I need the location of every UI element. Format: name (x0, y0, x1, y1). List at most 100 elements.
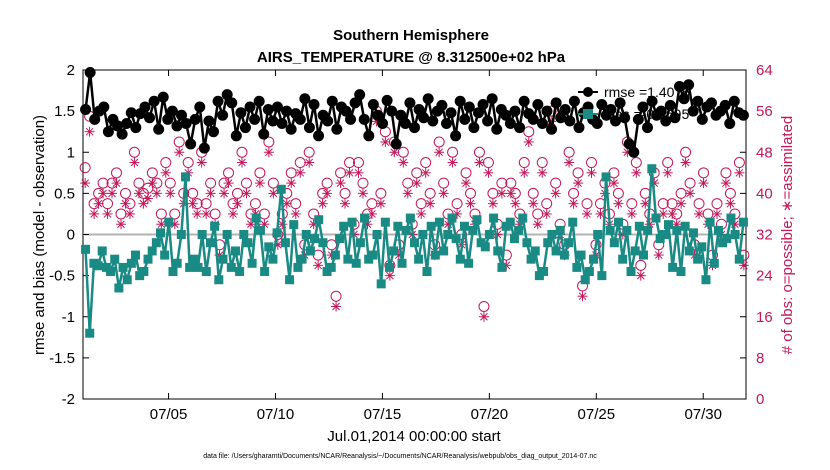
rmse-marker (619, 112, 631, 124)
bias-marker (335, 234, 345, 244)
assimilated-obs-marker (129, 157, 140, 168)
rmse-marker (399, 117, 411, 129)
bias-marker (81, 244, 91, 254)
assimilated-obs-marker (631, 167, 642, 178)
bias-marker (118, 262, 128, 272)
assimilated-obs-marker (357, 188, 368, 199)
bias-marker (251, 213, 261, 223)
rmse-marker (326, 95, 338, 107)
bias-marker (205, 238, 215, 248)
possible-obs-marker (568, 187, 580, 199)
rmse-marker (349, 97, 361, 109)
bias-marker (280, 238, 290, 248)
bias-marker (676, 267, 686, 277)
rmse-marker (614, 97, 626, 109)
bias-marker (355, 238, 365, 248)
assimilated-obs-marker (344, 167, 355, 178)
bias-marker (597, 271, 607, 281)
rmse-marker (345, 113, 357, 125)
bias-marker (522, 238, 532, 248)
possible-obs-marker (164, 177, 176, 189)
assimilated-obs-marker (317, 198, 328, 209)
bias-marker (318, 238, 328, 248)
assimilated-obs-marker (537, 167, 548, 178)
rmse-marker (180, 117, 192, 129)
rmse-marker (148, 95, 160, 107)
bias-marker (497, 262, 507, 272)
bias-marker (451, 234, 461, 244)
assimilated-obs-marker (685, 188, 696, 199)
bias-marker (397, 258, 407, 268)
possible-obs-marker (169, 208, 181, 220)
rmse-marker (514, 122, 526, 134)
bias-marker (201, 267, 211, 277)
assimilated-obs-marker (487, 198, 498, 209)
rmse-marker (226, 97, 238, 109)
rmse-marker (303, 122, 315, 134)
rmse-marker (381, 94, 393, 106)
rmse-marker (331, 123, 343, 135)
bias-marker (239, 230, 249, 239)
bias-marker (372, 230, 382, 239)
assimilated-obs-marker (398, 157, 409, 168)
possible-obs-marker (308, 208, 320, 220)
bias-marker (472, 215, 482, 225)
assimilated-obs-marker (124, 208, 135, 219)
rmse-marker (728, 95, 740, 107)
y-axis-label-right: # of obs: o=possible; ∗=assimilated (779, 116, 796, 355)
rmse-marker (413, 103, 425, 115)
assimilated-obs-marker (505, 188, 516, 199)
rmse-marker (139, 101, 151, 113)
bias-marker (551, 246, 561, 256)
bias-marker (289, 220, 299, 230)
bias-marker (543, 238, 553, 248)
bias-marker (393, 221, 403, 231)
assimilated-obs-marker (295, 167, 306, 178)
rmse-marker (683, 79, 695, 91)
bias-marker (97, 246, 107, 256)
bias-marker (568, 217, 578, 227)
assimilated-obs-marker (483, 167, 494, 178)
possible-obs-marker (97, 177, 109, 189)
possible-obs-marker (612, 187, 624, 199)
rmse-marker (500, 109, 512, 121)
y-tick-label-left: -1.5 (49, 350, 75, 367)
rmse-marker (207, 126, 219, 138)
assimilated-obs-marker (662, 167, 673, 178)
bias-marker (410, 238, 419, 248)
possible-obs-marker (473, 146, 485, 158)
bias-marker (464, 258, 474, 268)
assimilated-obs-marker (286, 178, 297, 189)
bias-marker (505, 217, 515, 227)
rmse-marker (171, 120, 183, 132)
bias-marker (684, 246, 694, 256)
rmse-marker (313, 130, 325, 142)
rmse-marker (692, 95, 704, 107)
rmse-marker (486, 93, 498, 105)
possible-obs-marker (733, 157, 745, 169)
possible-obs-marker (527, 187, 539, 199)
rmse-marker (258, 128, 270, 140)
rmse-marker (377, 117, 389, 129)
bias-marker (131, 250, 141, 260)
y-tick-label-left: -2 (62, 391, 75, 408)
rmse-marker (112, 120, 124, 132)
rmse-marker (628, 146, 640, 158)
rmse-marker (504, 117, 516, 129)
assimilated-obs-marker (532, 219, 543, 230)
possible-obs-marker (586, 157, 598, 169)
bias-marker (580, 275, 590, 285)
bias-marker (347, 217, 357, 227)
possible-obs-marker (160, 157, 172, 169)
possible-obs-marker (321, 177, 333, 189)
rmse-marker (267, 115, 279, 127)
rmse-marker (185, 138, 197, 150)
possible-obs-marker (438, 177, 450, 189)
bias-marker (326, 262, 336, 272)
assimilated-obs-marker (711, 208, 722, 219)
rmse-marker (637, 101, 649, 113)
assimilated-obs-marker (156, 219, 167, 230)
rmse-marker (281, 105, 293, 117)
bias-marker (139, 267, 149, 277)
rmse-marker (253, 95, 265, 107)
